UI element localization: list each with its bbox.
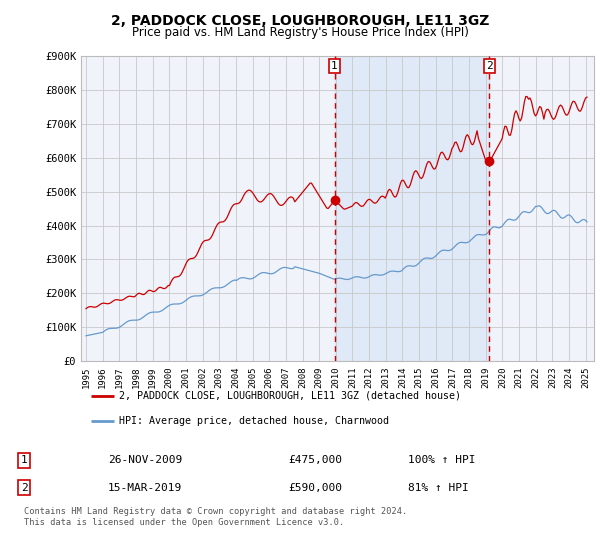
Text: 100% ↑ HPI: 100% ↑ HPI bbox=[408, 455, 476, 465]
Text: 15-MAR-2019: 15-MAR-2019 bbox=[108, 483, 182, 493]
Text: £475,000: £475,000 bbox=[288, 455, 342, 465]
Text: 2, PADDOCK CLOSE, LOUGHBOROUGH, LE11 3GZ (detached house): 2, PADDOCK CLOSE, LOUGHBOROUGH, LE11 3GZ… bbox=[119, 391, 461, 401]
Text: 81% ↑ HPI: 81% ↑ HPI bbox=[408, 483, 469, 493]
Text: Contains HM Land Registry data © Crown copyright and database right 2024.
This d: Contains HM Land Registry data © Crown c… bbox=[24, 507, 407, 527]
Text: 1: 1 bbox=[331, 60, 338, 71]
Text: 2: 2 bbox=[486, 60, 493, 71]
Bar bbox=[335, 56, 489, 361]
Text: Price paid vs. HM Land Registry's House Price Index (HPI): Price paid vs. HM Land Registry's House … bbox=[131, 26, 469, 39]
Text: HPI: Average price, detached house, Charnwood: HPI: Average price, detached house, Char… bbox=[119, 416, 389, 426]
Text: 26-NOV-2009: 26-NOV-2009 bbox=[108, 455, 182, 465]
Text: £590,000: £590,000 bbox=[288, 483, 342, 493]
Text: 2: 2 bbox=[20, 483, 28, 493]
Text: 1: 1 bbox=[20, 455, 28, 465]
Text: 2, PADDOCK CLOSE, LOUGHBOROUGH, LE11 3GZ: 2, PADDOCK CLOSE, LOUGHBOROUGH, LE11 3GZ bbox=[111, 14, 489, 28]
